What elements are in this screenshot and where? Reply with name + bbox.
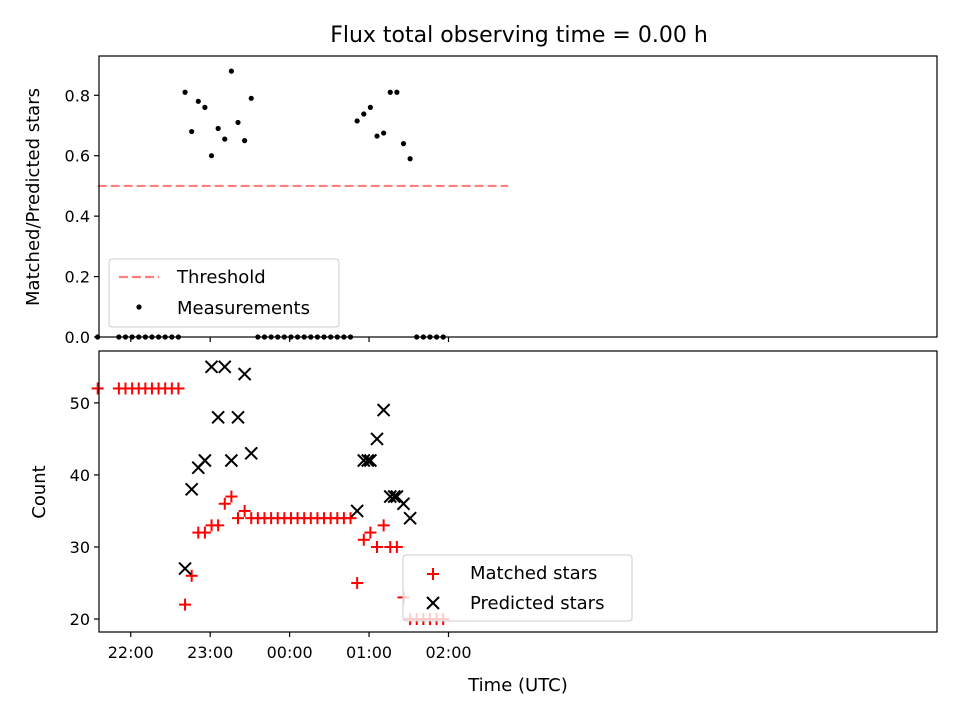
matched-point xyxy=(91,382,104,395)
matched-point xyxy=(377,519,390,532)
bottom-y-tick-label: 30 xyxy=(70,538,90,557)
legend-threshold-label: Threshold xyxy=(176,267,266,288)
measurement-point xyxy=(374,133,380,139)
measurement-point xyxy=(228,68,234,74)
predicted-point xyxy=(231,410,245,424)
top-y-tick-label: 0.8 xyxy=(65,86,90,105)
bottom-x-tick-label: 22:00 xyxy=(108,643,154,662)
measurement-point xyxy=(222,136,228,142)
measurement-point xyxy=(215,125,221,132)
predicted-point xyxy=(204,360,219,374)
measurement-point xyxy=(407,156,413,162)
measurement-point xyxy=(354,118,360,124)
matched-point xyxy=(238,504,251,517)
predicted-point xyxy=(350,504,364,518)
legend-predicted-swatch xyxy=(426,596,440,610)
predicted-point xyxy=(218,360,232,374)
figure-title: Flux total observing time = 0.00 h xyxy=(330,23,708,48)
top-y-axis-label: Matched/Predicted stars xyxy=(23,88,44,306)
legend-measurements-swatch xyxy=(136,304,142,310)
matched-point xyxy=(212,519,225,532)
bottom-x-tick-label: 23:00 xyxy=(187,643,233,662)
top-axes-frame xyxy=(98,55,938,338)
measurement-point xyxy=(248,95,254,101)
bottom-panel: 20 30 40 50 22:00 23:00 00:00 01:00 02:00 Count… xyxy=(29,350,938,696)
matched-point xyxy=(198,526,211,539)
bottom-y-tick-label: 50 xyxy=(70,394,90,413)
bottom-marks xyxy=(91,360,450,626)
top-legend-frame xyxy=(108,258,340,328)
bottom-axes-frame xyxy=(98,350,938,633)
matched-point xyxy=(364,526,377,539)
measurement-point xyxy=(182,89,188,95)
bottom-x-tick-label: 01:00 xyxy=(346,643,392,662)
top-panel: 0.00.20.40.60.8 Matched/Predicted stars … xyxy=(23,55,938,347)
matched-point xyxy=(390,540,403,553)
predicted-point xyxy=(237,367,252,381)
matched-point xyxy=(172,382,185,395)
matched-point xyxy=(351,577,364,590)
measurement-point xyxy=(381,130,387,136)
predicted-point xyxy=(363,453,378,468)
bottom-x-axis-label: Time (UTC) xyxy=(467,675,568,696)
top-x-ticks xyxy=(130,337,450,342)
legend-measurements-label: Measurements xyxy=(177,298,310,319)
measurement-point xyxy=(367,104,373,110)
bottom-y-axis-label: Count xyxy=(29,465,50,518)
bottom-x-tick-label: 00:00 xyxy=(267,643,313,662)
bottom-x-tick-label: 02:00 xyxy=(425,643,471,662)
top-y-tick-label: 0.0 xyxy=(65,328,90,347)
matched-point xyxy=(179,598,192,611)
predicted-point xyxy=(396,497,411,511)
predicted-point xyxy=(370,432,384,446)
measurement-point xyxy=(387,89,393,95)
legend-matched-swatch xyxy=(427,568,439,580)
predicted-point xyxy=(403,511,417,525)
measurement-point xyxy=(195,98,201,104)
measurement-point xyxy=(208,153,215,159)
legend-predicted-label: Predicted stars xyxy=(470,593,604,614)
top-y-tick-label: 0.4 xyxy=(65,207,90,226)
legend-matched-label: Matched stars xyxy=(470,563,597,584)
measurement-point xyxy=(400,141,407,147)
matched-point xyxy=(218,497,231,510)
predicted-point xyxy=(224,453,239,468)
measurement-point xyxy=(235,119,241,126)
bottom-legend: Matched stars Predicted stars xyxy=(402,554,633,622)
bottom-y-tick-label: 40 xyxy=(70,466,90,485)
bottom-legend-frame xyxy=(402,554,633,622)
measurement-point xyxy=(189,128,195,135)
measurement-point xyxy=(394,89,400,95)
matched-point xyxy=(344,512,357,525)
matched-point xyxy=(185,569,198,582)
top-y-ticks: 0.0 0.2 0.4 0.6 0.8 xyxy=(65,86,99,347)
matched-point xyxy=(232,512,245,525)
top-y-tick-label: 0.6 xyxy=(65,147,90,166)
top-legend: Threshold Measurements xyxy=(108,258,340,328)
measurement-point xyxy=(361,111,367,117)
bottom-y-tick-label: 20 xyxy=(70,610,90,629)
top-y-tick-label: 0.2 xyxy=(65,268,90,287)
matched-point xyxy=(357,533,370,546)
matched-point xyxy=(371,540,384,553)
predicted-point xyxy=(361,453,375,468)
predicted-point xyxy=(211,410,225,424)
predicted-point xyxy=(376,403,391,417)
measurement-point xyxy=(202,104,208,110)
predicted-point xyxy=(198,453,212,468)
predicted-point xyxy=(244,446,258,461)
bottom-y-ticks: 20 30 40 50 xyxy=(70,394,99,629)
measurement-point xyxy=(242,138,248,144)
bottom-x-ticks: 22:00 23:00 00:00 01:00 02:00 xyxy=(108,632,472,662)
predicted-point xyxy=(178,561,192,576)
predicted-point xyxy=(184,482,199,497)
predicted-point xyxy=(387,489,401,504)
matched-point xyxy=(225,490,238,503)
